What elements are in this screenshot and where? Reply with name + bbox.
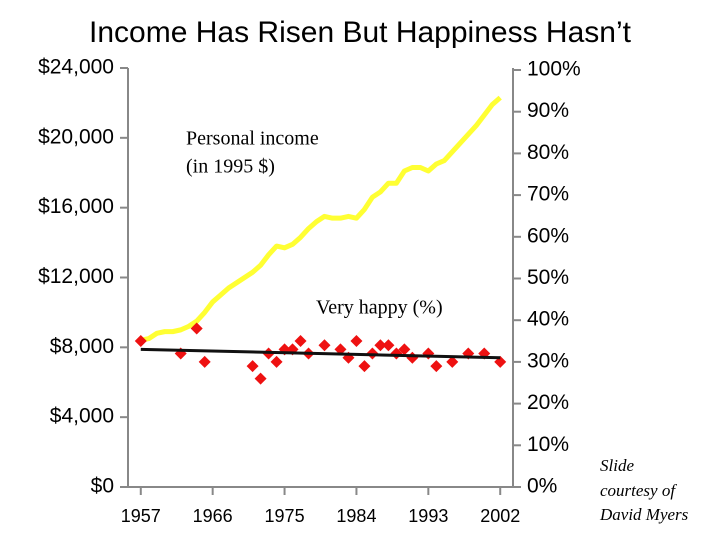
credit: David Myers xyxy=(599,505,689,524)
y2-tick-label: 40% xyxy=(527,308,569,331)
credit: courtesy of xyxy=(600,481,677,500)
x-tick-label: 2002 xyxy=(480,506,520,526)
y2-tick-label: 90% xyxy=(527,99,569,122)
point xyxy=(422,347,435,360)
y-tick-label: $16,000 xyxy=(38,195,114,218)
line xyxy=(140,347,501,360)
x-tick-label: 1966 xyxy=(193,506,233,526)
point xyxy=(318,339,331,352)
chart-title: Income Has Risen But Happiness Hasn’t xyxy=(89,16,632,49)
point xyxy=(334,343,347,356)
x-tick-label: 1993 xyxy=(408,506,448,526)
y-tick-label: $8,000 xyxy=(50,335,114,358)
point xyxy=(446,355,459,368)
point xyxy=(430,360,443,373)
point xyxy=(398,343,411,356)
x-tick-label: 1957 xyxy=(121,506,161,526)
point xyxy=(406,351,419,364)
point xyxy=(198,355,211,368)
y2-tick-label: 10% xyxy=(527,433,569,456)
y-tick-label: $24,000 xyxy=(38,56,114,79)
point xyxy=(350,335,363,348)
x-tick-label: 1984 xyxy=(336,506,376,526)
y-tick-label: $12,000 xyxy=(38,265,114,288)
y2-tick-label: 20% xyxy=(527,391,569,414)
point xyxy=(270,355,283,368)
point xyxy=(246,360,259,373)
y-tick-label: $4,000 xyxy=(50,405,114,428)
point xyxy=(382,339,395,352)
annotation: Personal income xyxy=(186,128,319,150)
y-tick-label: $20,000 xyxy=(38,125,114,148)
y2-tick-label: 60% xyxy=(527,224,569,247)
point xyxy=(374,339,387,352)
y2-tick-label: 50% xyxy=(527,266,569,289)
y2-tick-label: 80% xyxy=(527,141,569,164)
y2-tick-label: 70% xyxy=(527,183,569,206)
y-tick-label: $0 xyxy=(91,475,114,498)
point xyxy=(190,322,203,335)
credit: Slide xyxy=(600,456,634,475)
point xyxy=(358,360,371,373)
annotation: (in 1995 $) xyxy=(186,156,275,178)
point xyxy=(294,335,307,348)
point xyxy=(134,335,147,348)
annotation: Very happy (%) xyxy=(316,297,443,319)
line xyxy=(140,95,502,343)
y2-tick-label: 0% xyxy=(527,475,557,498)
point xyxy=(254,372,267,385)
y2-tick-label: 30% xyxy=(527,349,569,372)
x-tick-label: 1975 xyxy=(265,506,305,526)
y2-tick-label: 100% xyxy=(527,58,581,81)
